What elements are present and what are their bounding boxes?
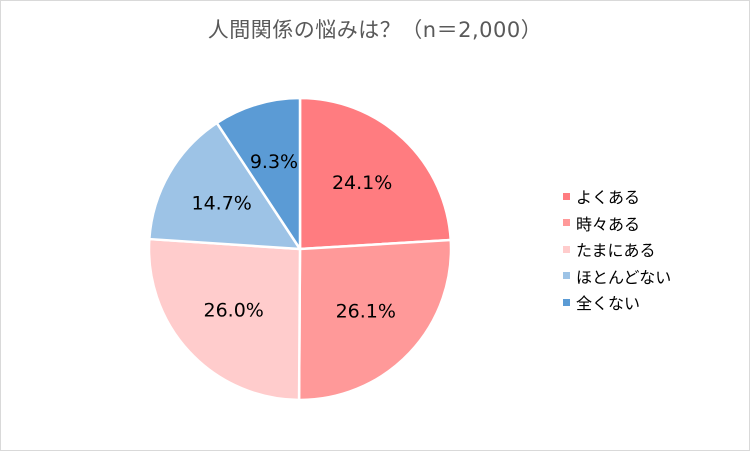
- pie-slice-4: [148, 121, 302, 251]
- chart-title: 人間関係の悩みは？（n＝2,000）: [207, 18, 543, 42]
- legend-label: よくある: [576, 188, 641, 208]
- legend-item: たまにある: [563, 236, 671, 263]
- legend: よくある時々あるたまにあるほとんどない 全くない: [563, 183, 671, 316]
- legend-swatch: [563, 192, 570, 200]
- legend-item: 全くない: [563, 289, 671, 316]
- legend-label: 全くない: [576, 294, 641, 314]
- legend-item: よくある: [563, 183, 671, 210]
- pie-slice-3: [147, 237, 302, 402]
- pie-slice-2: [297, 238, 453, 402]
- legend-swatch: [563, 219, 570, 227]
- legend-swatch: [563, 272, 570, 280]
- data-label-4: 14.7%: [192, 192, 252, 214]
- pie-slice-5: [215, 96, 302, 251]
- data-label-1: 24.1%: [332, 172, 392, 194]
- legend-item: ほとんどない: [563, 263, 671, 290]
- legend-label: ほとんどない: [576, 267, 672, 287]
- legend-label: 時々ある: [576, 214, 641, 234]
- pie-slice-1: [298, 96, 452, 251]
- pie-labels: 24.1% 26.1% 26.0% 14.7% 9.3%: [192, 151, 396, 322]
- data-label-3: 26.0%: [203, 300, 263, 322]
- legend-item: 時々ある: [563, 210, 671, 237]
- data-label-5: 9.3%: [250, 151, 298, 173]
- legend-swatch: [563, 298, 570, 306]
- legend-swatch: [563, 245, 570, 253]
- pie-slices: [147, 96, 453, 402]
- data-label-2: 26.1%: [336, 300, 396, 322]
- legend-label: たまにある: [576, 241, 656, 261]
